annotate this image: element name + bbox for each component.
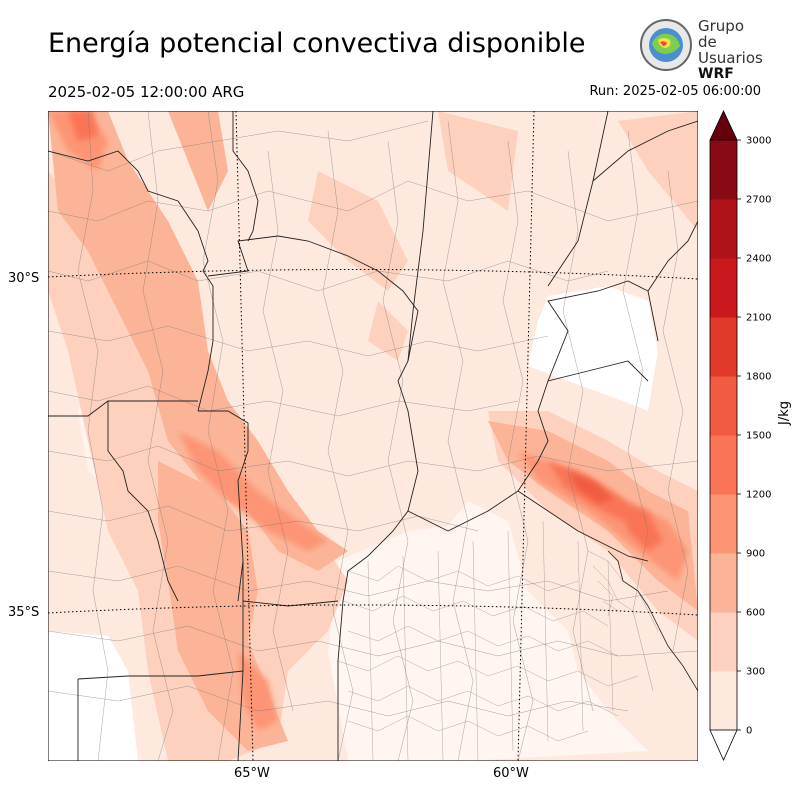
wrf-logo: Grupo de Usuarios WRF [638,18,763,82]
colorbar-tick-label: 0 [746,726,752,737]
colorbar-tick-label: 600 [746,608,765,619]
department-boundaries [48,111,698,761]
colorbar-bin [710,376,737,436]
logo-emblem-icon [640,19,692,71]
lat-label-35s: 35°S [8,605,40,620]
colorbar-bin [710,612,737,672]
buenos-aires-partidos [337,520,659,761]
colorbar-tick-label: 2700 [746,195,771,206]
lon-label-60w: 60°W [493,766,529,781]
colorbar-bin [710,553,737,613]
map-title: Energía potencial convectiva disponible [48,28,586,59]
colorbar-bin [710,258,737,318]
graticule [48,111,698,761]
colorbar-bin [710,317,737,377]
colorbar-bin [710,671,737,731]
valid-time: 2025-02-05 12:00:00 ARG [48,83,245,101]
logo-line-1: Grupo de [698,17,744,51]
colorbar-tick-label: 1200 [746,490,771,501]
logo-line-3: WRF [698,66,734,82]
colorbar-tick-label: 1800 [746,372,771,383]
colorbar-tick-label: 1500 [746,431,771,442]
colorbar-ticks: 0 300 600 900 1200 1500 1800 2100 2400 2700 3000 [737,136,771,737]
cape-map [48,111,698,761]
colorbar-bin [710,435,737,495]
colorbar-bins [709,110,738,761]
colorbar-bin [710,494,737,554]
colorbar-bin [710,199,737,259]
colorbar-unit: J/kg [777,401,792,425]
logo-line-2: Usuarios [698,49,763,67]
colorbar-tick-label: 2400 [746,254,771,265]
coastline [607,550,698,692]
lon-label-65w: 65°W [234,766,270,781]
cape-field [48,111,698,761]
colorbar-extend-max [709,110,738,141]
colorbar-tick-label: 900 [746,549,765,560]
colorbar-tick-label: 3000 [746,136,771,147]
colorbar: 0 300 600 900 1200 1500 1800 2100 2400 2700 3000 [709,110,771,761]
lat-label-30s: 30°S [8,271,40,286]
logo-text: Grupo de Usuarios WRF [698,18,763,82]
run-time: Run: 2025-02-05 06:00:00 [589,84,761,99]
colorbar-bin [710,140,737,200]
colorbar-extend-min [709,729,738,761]
colorbar-tick-label: 300 [746,667,765,678]
province-boundaries [48,111,698,761]
colorbar-tick-label: 2100 [746,313,771,324]
